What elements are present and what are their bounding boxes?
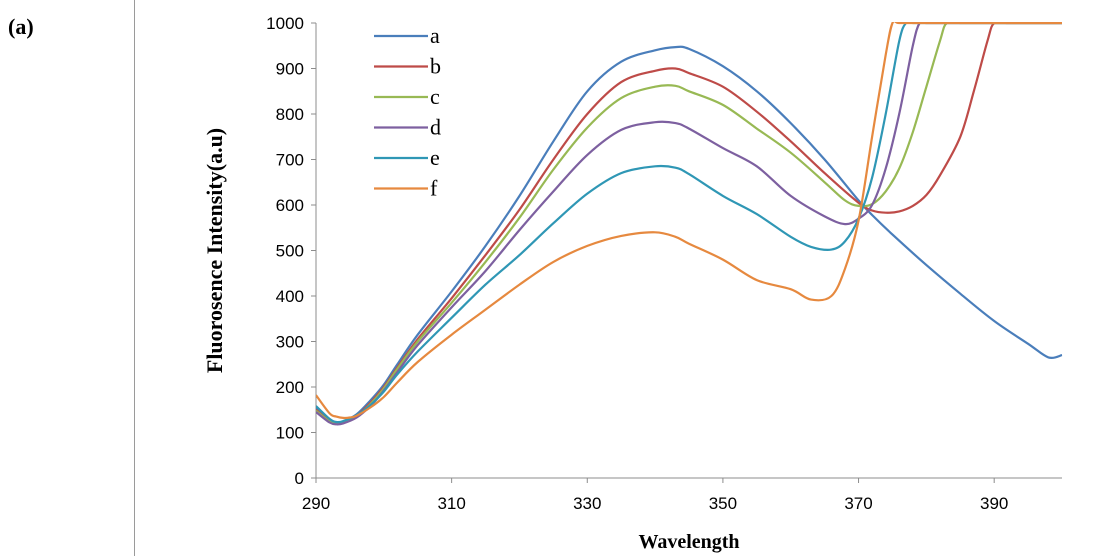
x-axis-title: Wavelength bbox=[638, 531, 739, 553]
legend-label-a: a bbox=[430, 23, 440, 48]
y-tick-label: 500 bbox=[276, 242, 304, 261]
x-tick-label: 310 bbox=[437, 494, 465, 513]
x-tick-label: 330 bbox=[573, 494, 601, 513]
series-line-b bbox=[316, 22, 1062, 425]
y-tick-label: 1000 bbox=[266, 14, 304, 33]
y-tick-label: 100 bbox=[276, 424, 304, 443]
panel-label: (a) bbox=[8, 14, 34, 39]
y-axis-title: Fluorosence Intensity(a.u) bbox=[202, 128, 227, 373]
legend-label-b: b bbox=[430, 54, 441, 79]
y-tick-label: 600 bbox=[276, 196, 304, 215]
y-tick-label: 400 bbox=[276, 287, 304, 306]
series-line-d bbox=[316, 22, 1062, 426]
series-layer bbox=[316, 22, 1063, 426]
legend-label-f: f bbox=[430, 176, 438, 201]
x-tick-label: 390 bbox=[980, 494, 1008, 513]
x-tick-label: 370 bbox=[844, 494, 872, 513]
series-line-f bbox=[316, 22, 1062, 420]
panel-divider bbox=[134, 0, 135, 556]
series-line-c bbox=[316, 22, 1062, 426]
y-tick-label: 0 bbox=[295, 469, 304, 488]
legend-label-d: d bbox=[430, 115, 441, 140]
series-line-e bbox=[316, 22, 1062, 424]
axes: 0 100 200 300 400 500 600 700 800 900 1000 290 310 33… bbox=[266, 14, 1062, 513]
y-tick-label: 700 bbox=[276, 151, 304, 170]
y-tick-label: 200 bbox=[276, 378, 304, 397]
x-tick-label: 290 bbox=[302, 494, 330, 513]
legend-label-e: e bbox=[430, 145, 440, 170]
y-tick-label: 300 bbox=[276, 333, 304, 352]
y-tick-label: 800 bbox=[276, 105, 304, 124]
series-line-a bbox=[316, 45, 1063, 424]
x-tick-label: 350 bbox=[709, 494, 737, 513]
legend-label-c: c bbox=[430, 84, 440, 109]
y-tick-label: 900 bbox=[276, 60, 304, 79]
